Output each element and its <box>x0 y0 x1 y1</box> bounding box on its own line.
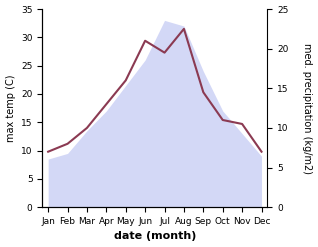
Y-axis label: max temp (C): max temp (C) <box>5 74 16 142</box>
X-axis label: date (month): date (month) <box>114 231 196 242</box>
Y-axis label: med. precipitation (kg/m2): med. precipitation (kg/m2) <box>302 43 313 174</box>
